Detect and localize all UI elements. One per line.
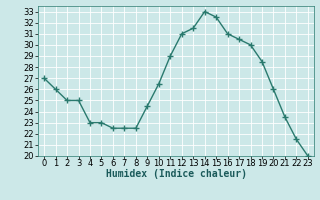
X-axis label: Humidex (Indice chaleur): Humidex (Indice chaleur) [106,169,246,179]
